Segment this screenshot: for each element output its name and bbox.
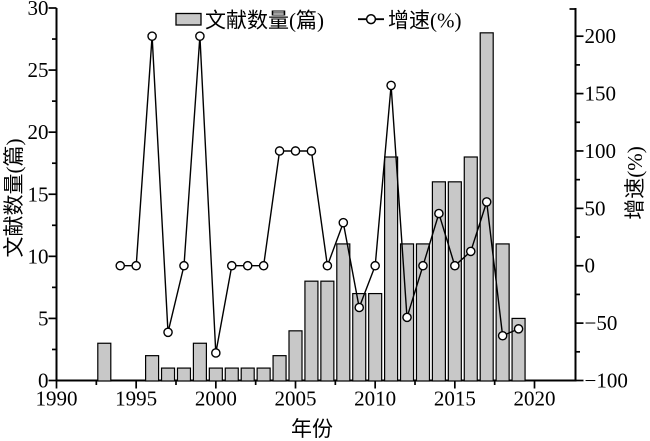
growth-marker-2012 <box>402 312 412 323</box>
growth-marker-2002 <box>242 260 253 271</box>
x-tick-label: 2005 <box>275 387 317 411</box>
legend-bar-item: 文献数量(篇) <box>175 9 324 33</box>
growth-marker-2019 <box>513 324 524 334</box>
growth-marker-2003 <box>258 260 269 271</box>
growth-marker-2014 <box>434 208 444 219</box>
y-right-axis-title: 增速(%) <box>623 146 647 219</box>
growth-marker-2017 <box>481 197 492 207</box>
bar-1993 <box>97 342 112 382</box>
bar-1999 <box>192 342 207 382</box>
legend: 文献数量(篇) 增速(%) <box>175 9 461 33</box>
y-right-tick-label: 100 <box>585 139 617 163</box>
y-left-tick-label: 15 <box>28 182 49 206</box>
bar-2002 <box>240 367 255 382</box>
bar-2005 <box>288 330 303 382</box>
legend-line-label: 增速(%) <box>388 9 461 33</box>
y-left-tick-label: 25 <box>28 58 49 82</box>
bar-1997 <box>160 367 176 382</box>
y-right-tick-label: −50 <box>585 311 618 335</box>
growth-marker-2015 <box>450 260 460 271</box>
growth-marker-1997 <box>163 327 173 338</box>
bar-2006 <box>304 280 319 382</box>
y-left-tick-label: 20 <box>28 120 49 144</box>
bar-1998 <box>176 367 192 382</box>
x-axis-title: 年份 <box>291 417 333 441</box>
legend-line-item: 增速(%) <box>358 9 461 33</box>
legend-line-marker-icon <box>358 14 384 25</box>
bar-2015 <box>447 181 462 382</box>
growth-marker-2010 <box>370 260 380 271</box>
bar-2004 <box>272 355 287 382</box>
growth-marker-2016 <box>465 246 476 257</box>
growth-marker-2009 <box>354 302 365 313</box>
growth-marker-2005 <box>290 146 301 156</box>
y-right-tick-label: −100 <box>585 369 628 393</box>
y-right-tick-label: 50 <box>585 196 606 220</box>
growth-marker-2008 <box>338 217 349 228</box>
y-left-axis-title: 文献数量(篇) <box>2 139 26 258</box>
y-left-tick-label: 10 <box>28 244 49 268</box>
bar-2019 <box>511 317 526 382</box>
growth-marker-2000 <box>211 348 221 358</box>
bar-2016 <box>463 156 478 382</box>
y-left-tick-label: 30 <box>28 0 49 20</box>
growth-line-series <box>115 31 524 358</box>
y-right-tick-label: 0 <box>585 254 596 278</box>
bar-2011 <box>384 156 399 382</box>
bars-series <box>97 32 526 382</box>
legend-bar-swatch-icon <box>175 12 202 26</box>
legend-bar-label: 文献数量(篇) <box>205 9 324 33</box>
growth-marker-2011 <box>386 80 396 91</box>
bar-2008 <box>336 243 351 382</box>
growth-marker-1996 <box>147 31 157 42</box>
bar-2009 <box>352 292 367 382</box>
growth-marker-1994 <box>115 260 126 271</box>
bar-1996 <box>145 355 160 382</box>
bar-2018 <box>495 243 510 382</box>
x-tick-label: 2000 <box>195 387 237 411</box>
y-right-tick-label: 200 <box>585 24 617 48</box>
bar-2014 <box>431 181 446 382</box>
bar-2003 <box>256 367 271 382</box>
growth-marker-1998 <box>179 260 189 271</box>
x-tick-label: 2015 <box>434 387 476 411</box>
growth-marker-2001 <box>226 260 237 271</box>
growth-line <box>120 36 519 354</box>
bar-2007 <box>320 280 335 382</box>
growth-marker-2007 <box>322 260 333 271</box>
bar-2000 <box>208 367 223 382</box>
growth-marker-2013 <box>418 260 428 271</box>
growth-marker-2004 <box>274 146 285 156</box>
bar-2001 <box>224 367 239 382</box>
x-tick-label: 1995 <box>115 387 157 411</box>
y-left-tick-label: 5 <box>38 306 49 330</box>
bar-2010 <box>368 292 383 382</box>
growth-marker-1995 <box>131 260 141 271</box>
x-tick-label: 1990 <box>36 387 78 411</box>
x-tick-label: 2020 <box>514 387 556 411</box>
y-right-tick-label: 150 <box>585 82 617 106</box>
tick-labels: 0 5 10 15 20 25 30 −100 −50 0 50 100 150 200 1990 1995 2… <box>28 0 628 411</box>
growth-marker-2006 <box>306 146 317 156</box>
y-left-tick-label: 0 <box>38 369 49 393</box>
growth-marker-2018 <box>497 330 508 341</box>
growth-marker-1999 <box>195 31 205 42</box>
x-tick-label: 2010 <box>354 387 396 411</box>
